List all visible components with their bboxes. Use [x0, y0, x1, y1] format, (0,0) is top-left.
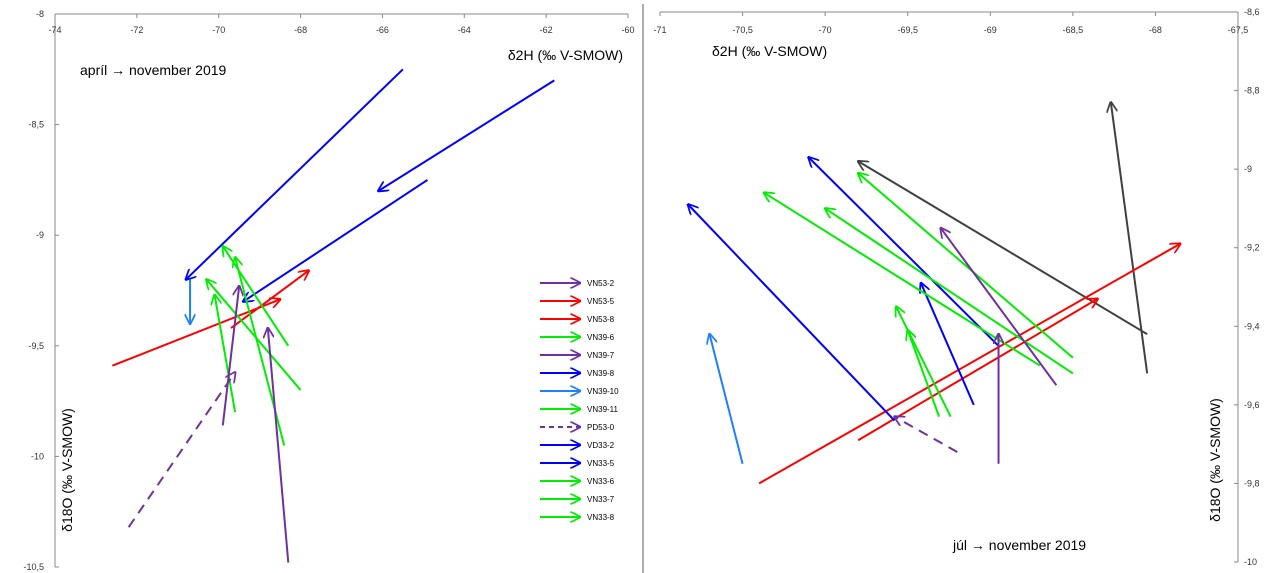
y-tick-label: -8,6: [1244, 7, 1260, 17]
x-tick-label: -69,5: [897, 25, 918, 35]
left-arrows: [111, 68, 555, 563]
legend-label: VN39-7: [587, 351, 615, 360]
legend-label: VN33-5: [587, 459, 615, 468]
data-arrow: [243, 179, 429, 302]
x-tick-label: -71: [653, 25, 666, 35]
x-tick-label: -70,5: [732, 25, 753, 35]
data-arrow: [378, 79, 555, 191]
legend-label: VN33-6: [587, 477, 615, 486]
y-tick-label: -8,5: [28, 120, 44, 130]
data-arrow: [858, 161, 1148, 336]
data-arrow: [1111, 102, 1149, 374]
left-y-ticks: -8 -8,5 -9 -9,5 -10 -10,5: [23, 9, 59, 572]
legend-label: VN33-7: [587, 495, 615, 504]
legend-label: VN39-11: [587, 405, 619, 414]
x-tick-label: -72: [130, 25, 143, 35]
data-arrow: [908, 330, 941, 417]
data-arrow: [895, 417, 958, 453]
y-tick-label: -10,5: [23, 562, 44, 572]
x-tick-label: -74: [48, 25, 61, 35]
data-arrow: [710, 334, 744, 465]
x-tick-label: -69: [984, 25, 997, 35]
data-arrow: [111, 299, 280, 367]
data-arrow: [221, 286, 239, 426]
y-tick-label: -9,4: [1244, 321, 1260, 331]
left-y-axis-label: δ18O (‰ V-SMOW): [59, 408, 75, 532]
data-arrow: [896, 307, 952, 418]
data-arrow: [921, 283, 975, 406]
y-tick-label: -9,2: [1244, 243, 1260, 253]
data-arrow: [186, 68, 404, 279]
left-x-axis-label: δ2H (‰ V-SMOW): [508, 47, 623, 63]
left-annotation: apríl → november 2019: [80, 62, 227, 78]
x-tick-label: -67,5: [1228, 25, 1249, 35]
legend-label: VN53-5: [587, 297, 615, 306]
data-arrow: [127, 372, 235, 528]
legend: VN53-2 VN53-5 VN53-8 VN39-6 VN39-7 VN39-8 VN39…: [540, 279, 619, 522]
legend-label: PD53-0: [587, 423, 615, 432]
y-tick-label: -9,6: [1244, 400, 1260, 410]
legend-label: VN39-6: [587, 333, 615, 342]
legend-label: VN33-8: [587, 513, 615, 522]
data-arrow: [230, 271, 309, 329]
data-arrow: [858, 173, 1074, 359]
data-arrow: [223, 246, 290, 347]
y-tick-label: -10: [31, 451, 44, 461]
data-arrow: [215, 295, 237, 413]
legend-label: VN39-8: [587, 369, 615, 378]
x-tick-label: -68: [294, 25, 307, 35]
legend-label: VN53-8: [587, 315, 615, 324]
data-arrow: [206, 279, 302, 391]
y-tick-label: -9: [1244, 164, 1252, 174]
legend-label: VN53-2: [587, 279, 615, 288]
x-tick-label: -64: [458, 25, 471, 35]
data-arrow: [235, 257, 286, 446]
legend-label: VN39-10: [587, 387, 619, 396]
right-y-axis-label: δ18O (‰ V-SMOW): [1207, 398, 1223, 522]
x-tick-label: -62: [540, 25, 553, 35]
x-tick-label: -68: [1149, 25, 1162, 35]
right-x-ticks: -71 -70,5 -70 -69,5 -69 -68,5 -68 -67,5: [653, 12, 1248, 35]
data-arrow: [688, 205, 896, 422]
y-tick-label: -9,8: [1244, 478, 1260, 488]
y-tick-label: -9,5: [28, 341, 44, 351]
x-tick-label: -66: [376, 25, 389, 35]
y-tick-label: -9: [36, 230, 44, 240]
data-arrow: [758, 244, 1180, 485]
data-arrow: [825, 208, 1074, 375]
legend-label: VD33-2: [587, 441, 615, 450]
chart-right: -71 -70,5 -70 -69,5 -69 -68,5 -68 -67,5 -8,6-8,…: [653, 7, 1259, 567]
right-annotation: júl → november 2019: [952, 537, 1086, 553]
chart-left: -74 -72 -70 -68 -66 -64 -62 -60 -8 -8,5 -9 -9,5 -10…: [23, 9, 634, 572]
left-x-ticks: -74 -72 -70 -68 -66 -64 -62 -60: [48, 14, 635, 35]
data-arrow: [941, 228, 1058, 386]
data-arrow: [268, 328, 290, 563]
y-tick-label: -8,8: [1244, 86, 1260, 96]
y-tick-label: -8: [36, 9, 44, 19]
right-y-ticks: -8,6 -8,8 -9 -9,2 -9,4 -9,6 -9,8 -10: [1234, 7, 1260, 567]
right-x-axis-label: δ2H (‰ V-SMOW): [712, 43, 827, 59]
x-tick-label: -70: [819, 25, 832, 35]
right-arrows: [688, 102, 1180, 485]
x-tick-label: -68,5: [1063, 25, 1084, 35]
x-tick-label: -60: [621, 25, 634, 35]
data-arrow: [809, 157, 1000, 347]
x-tick-label: -70: [212, 25, 225, 35]
y-tick-label: -10: [1244, 557, 1257, 567]
